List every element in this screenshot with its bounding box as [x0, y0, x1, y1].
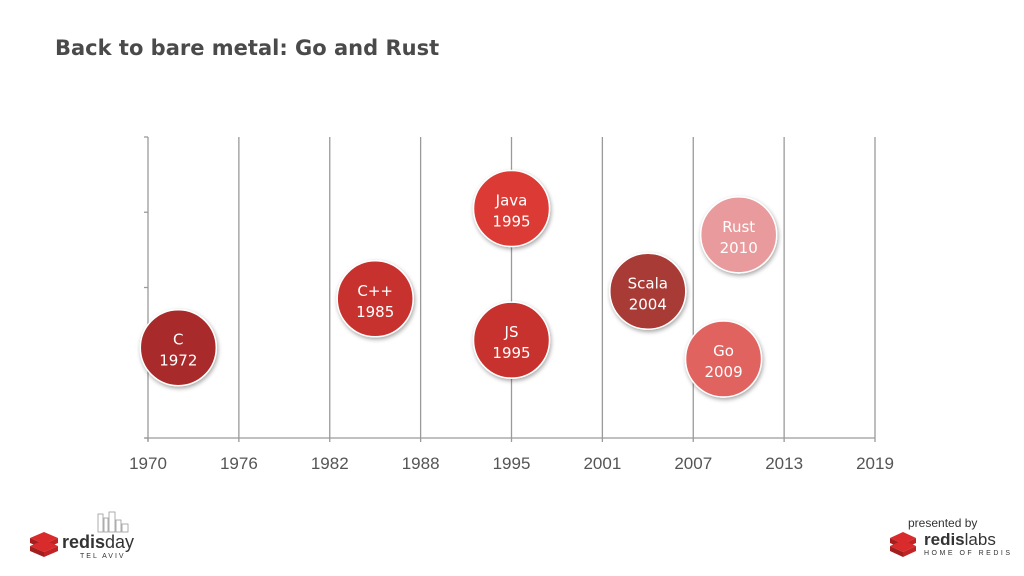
slide-title: Back to bare metal: Go and Rust	[55, 36, 440, 60]
bubble-java: Java 1995	[472, 169, 551, 248]
bubble-cpp: C++ 1985	[336, 260, 414, 338]
bubble-rust: Rust 2010	[699, 196, 778, 274]
bubble-name: JS	[504, 323, 519, 341]
bubble-name: Scala	[628, 274, 668, 292]
bubble-go: Go 2009	[684, 320, 763, 398]
redisday-wordmark: redisday	[62, 532, 135, 552]
x-tick-label: 2013	[765, 454, 803, 473]
tick-labels: 1970 1976 1982 1988 1995 2001 2007 2013 2019	[129, 454, 894, 473]
bubble-shape	[472, 301, 551, 379]
redisday-tagline: TEL AVIV	[80, 553, 126, 560]
bubble-year: 1972	[159, 352, 197, 370]
bubble-year: 1995	[492, 344, 530, 362]
bubble-timeline-chart: 1970 1976 1982 1988 1995 2001 2007 2013 2019 C 19…	[129, 136, 894, 473]
bubble-name: Go	[713, 342, 734, 360]
x-tick-label: 1970	[129, 454, 167, 473]
bubble-name: C	[173, 331, 183, 349]
x-tick-label: 2019	[856, 454, 894, 473]
bubble-shape	[472, 169, 551, 248]
redis-cube-icon	[890, 532, 916, 557]
bubble-name: Java	[495, 191, 528, 209]
bubble-year: 1985	[356, 303, 394, 321]
bubble-name: Rust	[722, 218, 755, 236]
redisday-logo	[28, 508, 148, 568]
redislabs-logo	[886, 514, 1006, 564]
bubble-shape	[609, 252, 687, 331]
bubble-shape	[684, 320, 763, 398]
bubbles: C 1972 C++ 1985 Java 1995 JS 1995 Scala 2004 Rust 2…	[139, 169, 778, 398]
bubble-c: C 1972	[139, 308, 218, 387]
redis-cube-icon	[30, 532, 58, 557]
x-tick-label: 1995	[493, 454, 531, 473]
bubble-year: 1995	[492, 212, 530, 230]
redislabs-wordmark: redislabs	[924, 530, 996, 549]
redislabs-tagline: HOME OF REDIS	[924, 550, 1013, 557]
bubble-scala: Scala 2004	[609, 252, 687, 331]
bubble-name: C++	[357, 282, 393, 300]
x-tick-label: 1988	[402, 454, 440, 473]
bubble-year: 2009	[704, 363, 742, 381]
bubble-year: 2004	[629, 295, 667, 313]
bubble-js: JS 1995	[472, 301, 551, 379]
x-tick-label: 1982	[311, 454, 349, 473]
x-tick-label: 1976	[220, 454, 258, 473]
bubble-year: 2010	[720, 239, 758, 257]
x-tick-label: 2001	[583, 454, 621, 473]
skyline-icon	[97, 511, 129, 533]
x-tick-label: 2007	[674, 454, 712, 473]
bubble-shape	[139, 308, 218, 387]
axis-layer	[144, 136, 876, 442]
grid-layer	[238, 137, 876, 438]
presented-by-label: presented by	[908, 516, 978, 530]
bubble-shape	[336, 260, 414, 338]
bubble-shape	[699, 196, 778, 274]
